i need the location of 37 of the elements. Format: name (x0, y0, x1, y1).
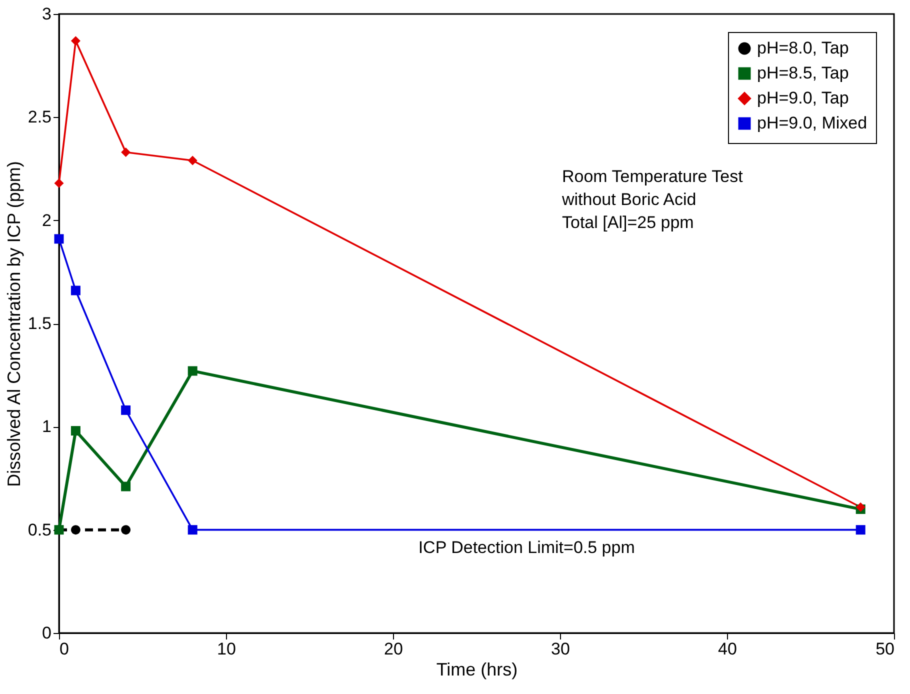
point (188, 366, 198, 376)
point (70, 36, 80, 46)
x-axis-title: Time (hrs) (436, 660, 518, 680)
legend-label: pH=8.0, Tap (757, 38, 849, 58)
point (856, 525, 866, 535)
y-tick-label: 0.5 (28, 520, 52, 540)
x-tick-label: 30 (551, 640, 570, 658)
point (121, 405, 131, 415)
x-tick-label: 50 (876, 640, 894, 658)
point (121, 482, 131, 492)
point (188, 156, 198, 166)
point (70, 525, 80, 535)
point (70, 286, 80, 296)
x-tick-label: 0 (60, 640, 69, 658)
point (121, 148, 131, 157)
y-tick-label: 2 (42, 210, 52, 230)
y-tick-label: 3 (42, 4, 52, 24)
y-tick-label: 1 (42, 417, 52, 436)
x-tick-label: 40 (718, 640, 737, 658)
y-tick-label: 0 (42, 624, 52, 642)
y-axis-title: Dissolved Al Concentration by ICP (ppm) (4, 161, 24, 487)
point (121, 525, 131, 535)
point (54, 234, 64, 244)
y-tick-label: 2.5 (28, 108, 52, 127)
x-tick-label: 20 (384, 640, 403, 658)
annotation: Total [Al]=25 ppm (562, 213, 694, 232)
point (70, 426, 80, 436)
point (54, 178, 64, 188)
x-tick-label: 10 (217, 640, 236, 658)
point (188, 525, 198, 535)
annotation: Room Temperature Test (562, 167, 744, 186)
annotation: ICP Detection Limit=0.5 ppm (418, 538, 635, 557)
annotation: without Boric Acid (561, 190, 696, 209)
legend-label: pH=9.0, Tap (757, 88, 849, 108)
y-tick-label: 1.5 (28, 314, 52, 333)
legend-label: pH=9.0, Mixed (757, 114, 868, 132)
legend-label: pH=8.5, Tap (757, 64, 849, 82)
